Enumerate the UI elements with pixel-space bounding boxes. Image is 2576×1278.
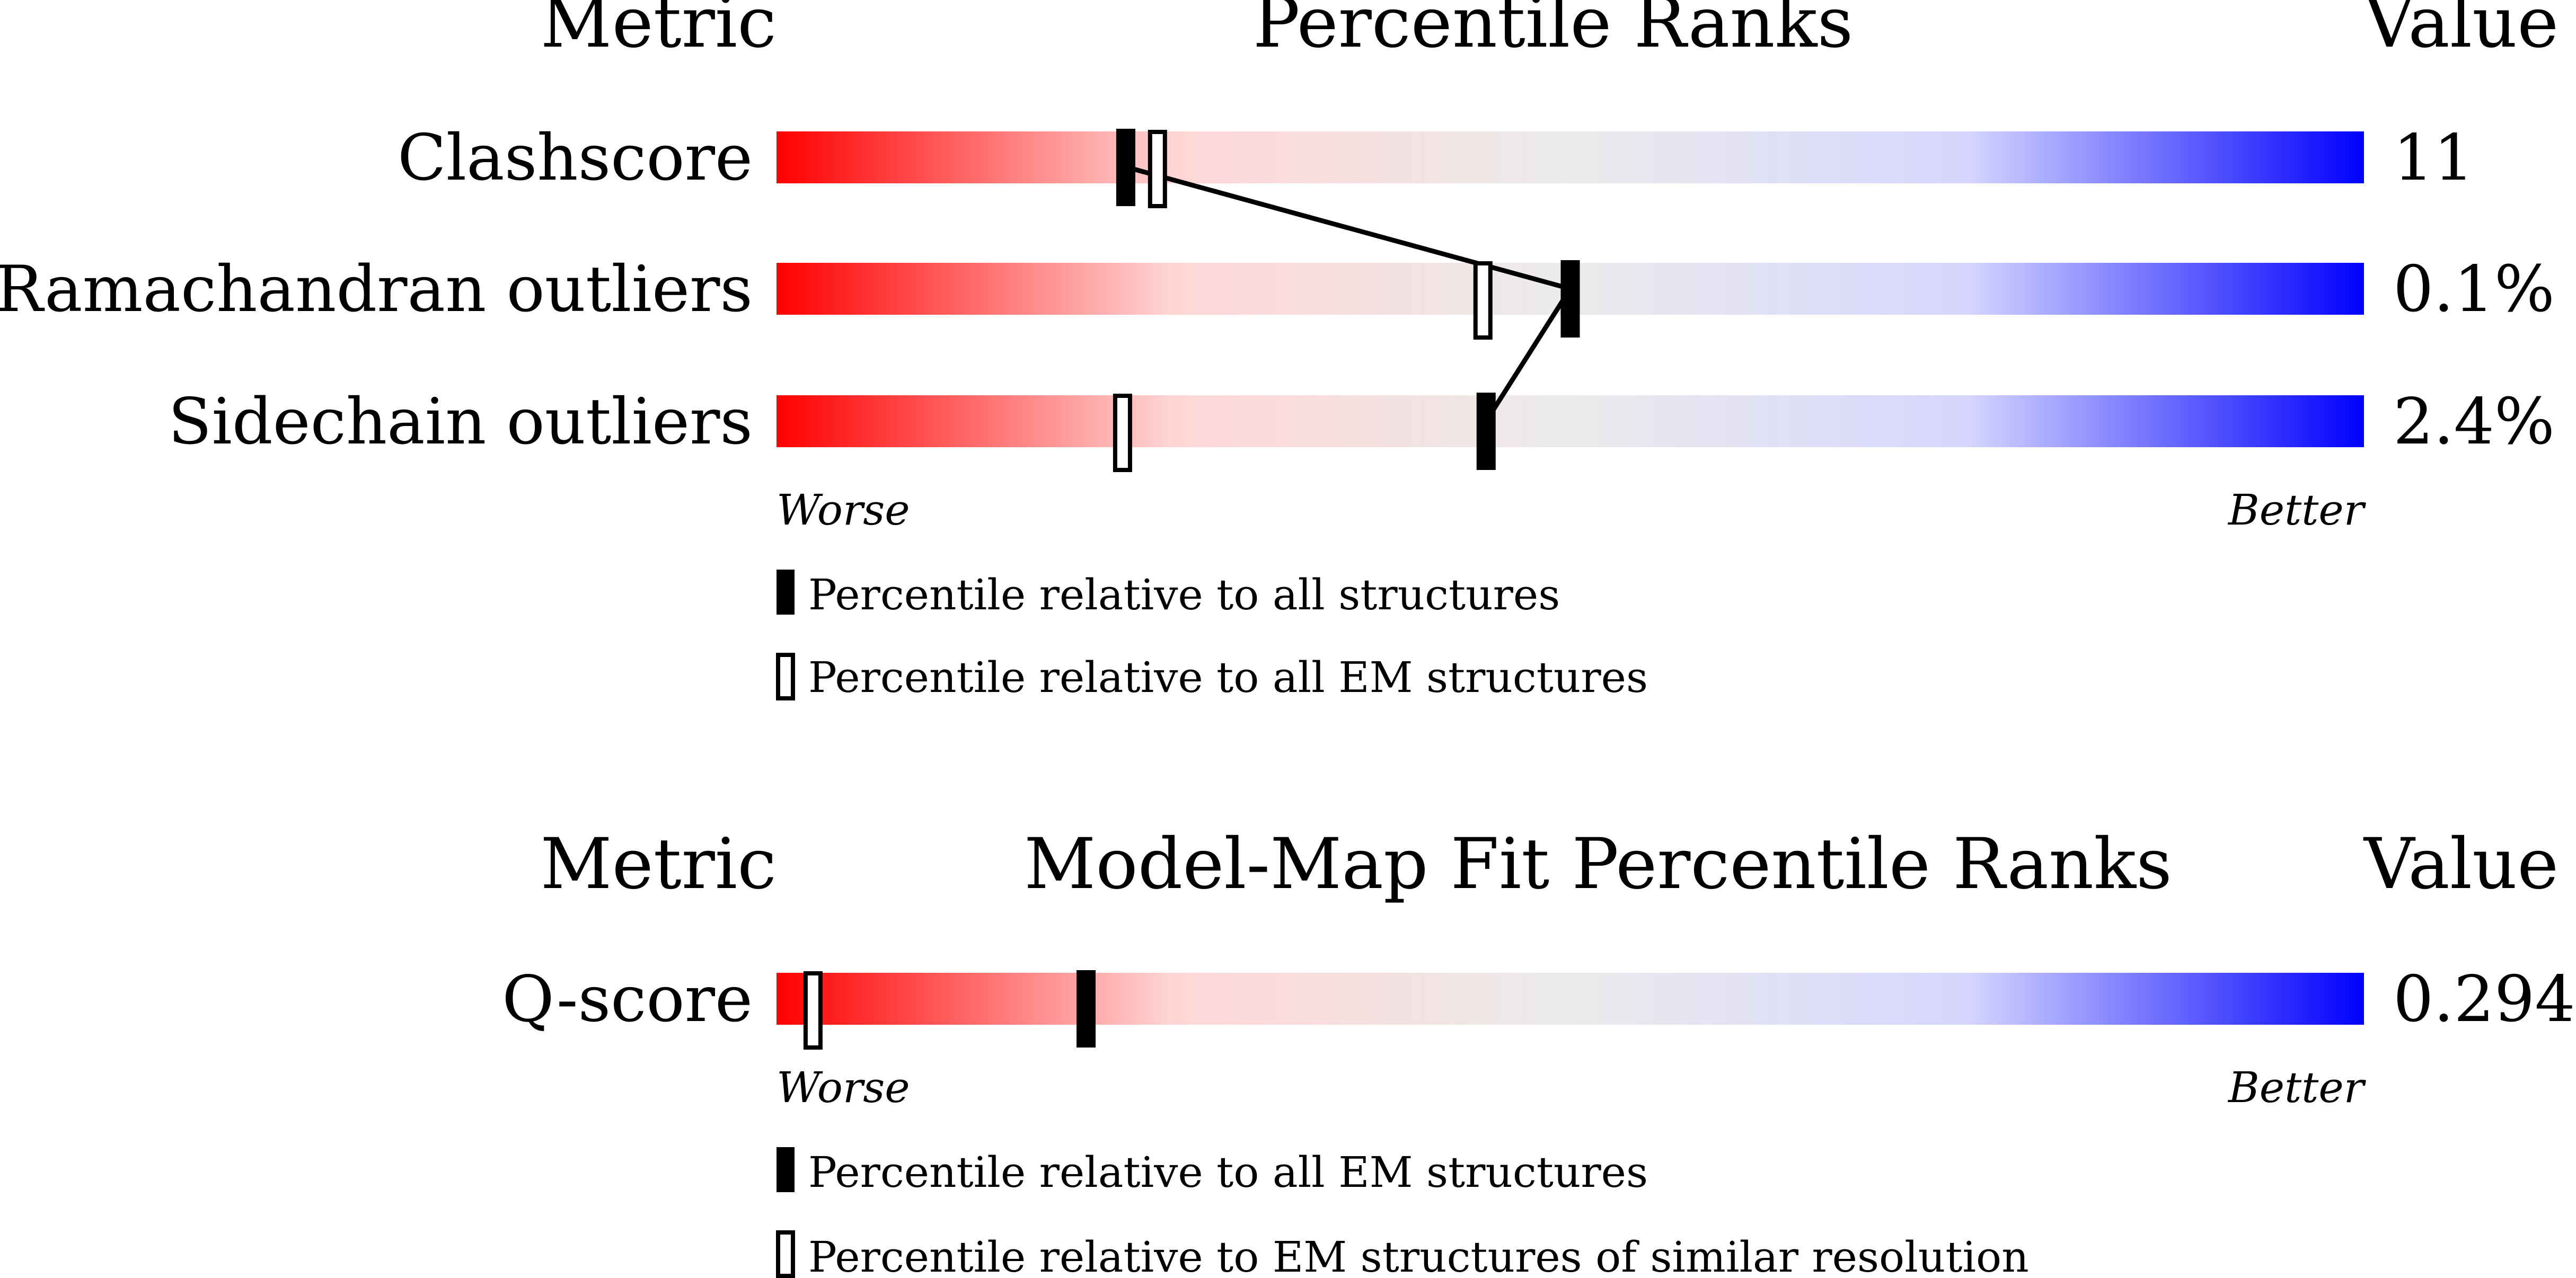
percentile-bar	[777, 973, 2364, 1025]
percentile-bar	[777, 395, 2364, 447]
legend-label: Percentile relative to all structures	[808, 570, 1560, 619]
all-percentile-marker	[1077, 970, 1096, 1048]
metric-header-1: Metric	[540, 0, 777, 64]
metric-value: 11	[2393, 121, 2474, 195]
chart-title-2: Model-Map Fit Percentile Ranks	[1024, 823, 2172, 905]
em-percentile-marker	[1473, 261, 1493, 340]
legend-open-marker	[776, 653, 795, 700]
all-percentile-marker	[1116, 129, 1135, 206]
value-header-2: Value	[2363, 823, 2559, 905]
metric-header-2: Metric	[540, 823, 777, 905]
metric-value: 0.1%	[2393, 253, 2555, 326]
legend-label: Percentile relative to EM structures of …	[808, 1232, 2029, 1278]
metric-label: Clashscore	[398, 121, 753, 195]
legend-filled-marker	[777, 1147, 795, 1192]
em-percentile-marker	[803, 971, 823, 1050]
worse-label-1: Worse	[777, 485, 910, 535]
legend-filled-marker	[777, 570, 795, 615]
all-percentile-marker	[1476, 393, 1496, 470]
em-percentile-marker	[1113, 394, 1132, 472]
rank-panel-validation: Clashscore 11 Ramachandran outliers 0.1% Sid…	[0, 121, 2555, 472]
rank-panel-model-map-fit: Q-score 0.294	[502, 963, 2575, 1050]
legend-2: Percentile relative to all EM structures…	[776, 1147, 2029, 1278]
metric-label: Sidechain outliers	[168, 385, 753, 459]
legend-label: Percentile relative to all EM structures	[808, 653, 1648, 702]
legend-open-marker	[776, 1230, 795, 1278]
em-percentile-marker	[1148, 130, 1167, 208]
value-header-1: Value	[2363, 0, 2559, 64]
metric-label: Q-score	[502, 963, 753, 1036]
better-label-2: Better	[2227, 1063, 2367, 1112]
legend-1: Percentile relative to all structures Pe…	[776, 570, 1648, 702]
metric-value: 2.4%	[2393, 385, 2555, 459]
better-label-1: Better	[2227, 485, 2367, 535]
all-percentile-marker	[1560, 260, 1580, 338]
metric-value: 0.294	[2393, 963, 2575, 1036]
legend-label: Percentile relative to all EM structures	[808, 1148, 1648, 1197]
metric-label: Ramachandran outliers	[0, 253, 753, 326]
percentile-bar	[777, 131, 2364, 183]
worse-label-2: Worse	[777, 1063, 910, 1112]
chart-title-1: Percentile Ranks	[1253, 0, 1854, 64]
